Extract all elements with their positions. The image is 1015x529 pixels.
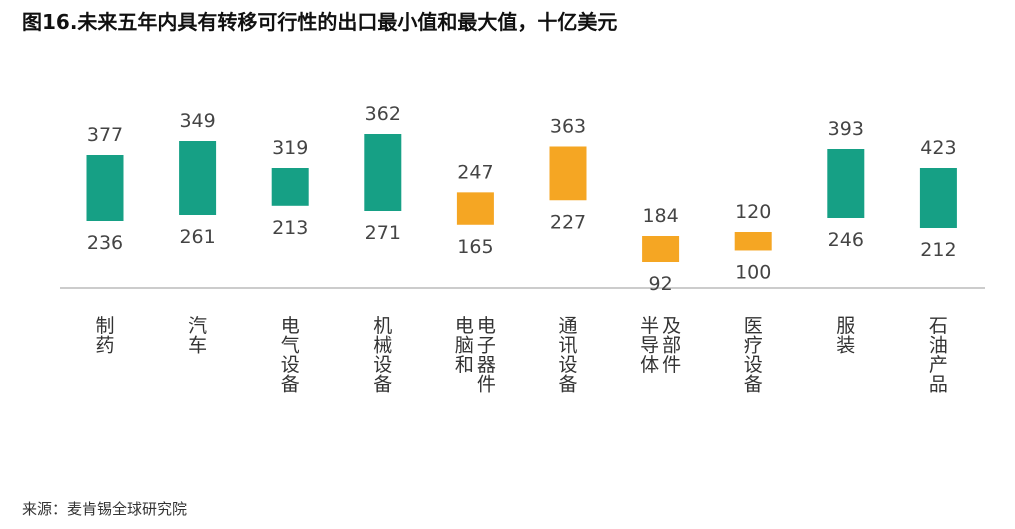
range-bar bbox=[271, 168, 309, 206]
min-value-label: 271 bbox=[365, 222, 401, 244]
category-label: 服装 bbox=[836, 315, 855, 357]
labels-group: 377236制药349261汽车319213电气设备362271机械设备2471… bbox=[87, 103, 957, 396]
category-char: 汽 bbox=[188, 315, 207, 337]
category-char: 设 bbox=[373, 354, 392, 376]
min-value-label: 213 bbox=[272, 217, 308, 239]
category-char: 部 bbox=[662, 335, 681, 357]
range-bar bbox=[86, 155, 124, 221]
category-char: 石 bbox=[929, 315, 948, 337]
min-value-label: 261 bbox=[179, 226, 215, 248]
range-bar bbox=[827, 149, 865, 218]
category-char: 疗 bbox=[744, 335, 763, 357]
category-char: 备 bbox=[558, 374, 577, 396]
min-value-label: 236 bbox=[87, 232, 123, 254]
max-value-label: 423 bbox=[920, 137, 956, 159]
max-value-label: 363 bbox=[550, 115, 586, 137]
range-bar bbox=[919, 168, 957, 228]
max-value-label: 362 bbox=[365, 103, 401, 125]
category-char: 品 bbox=[929, 374, 948, 396]
category-char: 脑 bbox=[455, 335, 474, 357]
category-char: 电 bbox=[477, 315, 496, 337]
max-value-label: 184 bbox=[642, 205, 678, 227]
range-bar bbox=[179, 141, 217, 215]
category-char: 备 bbox=[744, 374, 763, 396]
range-bar bbox=[549, 146, 587, 201]
max-value-label: 319 bbox=[272, 137, 308, 159]
bars-group bbox=[86, 134, 957, 262]
min-value-label: 227 bbox=[550, 211, 586, 233]
max-value-label: 377 bbox=[87, 124, 123, 146]
category-char: 备 bbox=[281, 374, 300, 396]
chart-title: 图16.未来五年内具有转移可行性的出口最小值和最大值，十亿美元 bbox=[22, 10, 618, 34]
min-value-label: 212 bbox=[920, 239, 956, 261]
category-char: 械 bbox=[373, 335, 392, 357]
category-label: 汽车 bbox=[188, 315, 207, 357]
max-value-label: 247 bbox=[457, 161, 493, 183]
category-char: 导 bbox=[640, 335, 659, 357]
category-char: 油 bbox=[929, 335, 948, 357]
min-value-label: 165 bbox=[457, 236, 493, 258]
category-char: 件 bbox=[662, 354, 681, 376]
max-value-label: 349 bbox=[179, 110, 215, 132]
max-value-label: 393 bbox=[828, 118, 864, 140]
category-char: 器 bbox=[477, 354, 496, 376]
category-char: 备 bbox=[373, 374, 392, 396]
range-bar bbox=[734, 232, 772, 251]
category-char: 气 bbox=[281, 335, 300, 357]
category-char: 通 bbox=[558, 315, 577, 337]
category-char: 电 bbox=[455, 315, 474, 337]
range-bar bbox=[642, 236, 680, 262]
category-char: 设 bbox=[281, 354, 300, 376]
category-char: 服 bbox=[836, 315, 855, 337]
category-char: 车 bbox=[188, 335, 207, 357]
category-char: 装 bbox=[836, 335, 855, 357]
category-char: 机 bbox=[373, 315, 392, 337]
category-char: 和 bbox=[455, 354, 474, 376]
category-char: 体 bbox=[640, 354, 659, 376]
category-char: 产 bbox=[929, 354, 948, 376]
category-char: 电 bbox=[281, 315, 300, 337]
category-label: 制药 bbox=[95, 315, 114, 357]
category-char: 半 bbox=[640, 315, 659, 337]
max-value-label: 120 bbox=[735, 201, 771, 223]
category-char: 药 bbox=[95, 335, 114, 357]
category-char: 及 bbox=[662, 315, 681, 337]
min-value-label: 246 bbox=[828, 229, 864, 251]
category-char: 制 bbox=[95, 315, 114, 337]
category-char: 子 bbox=[477, 335, 496, 357]
range-bar bbox=[456, 192, 494, 225]
category-char: 设 bbox=[558, 354, 577, 376]
category-char: 讯 bbox=[558, 335, 577, 357]
min-value-label: 92 bbox=[649, 273, 673, 295]
range-bar bbox=[364, 134, 402, 211]
source-note: 来源：麦肯锡全球研究院 bbox=[22, 500, 188, 518]
category-char: 医 bbox=[744, 315, 763, 337]
category-char: 设 bbox=[744, 354, 763, 376]
min-value-label: 100 bbox=[735, 261, 771, 283]
category-char: 件 bbox=[477, 374, 496, 396]
